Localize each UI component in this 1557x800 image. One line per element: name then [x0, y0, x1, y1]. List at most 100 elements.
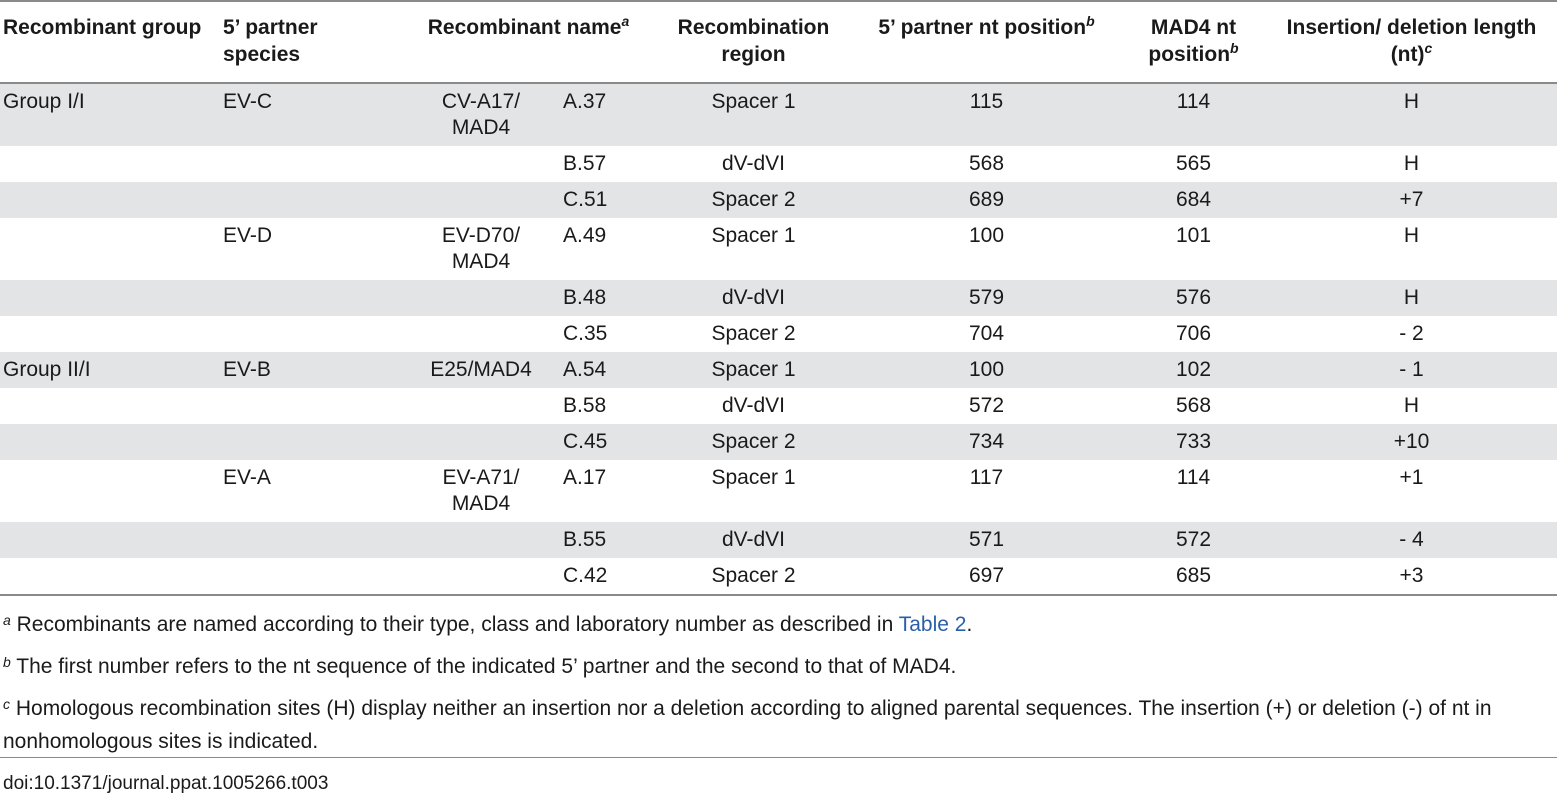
cell-indel-length: +10 — [1393, 430, 1430, 453]
cell-species — [220, 146, 405, 182]
header-region: Recombination region — [677, 16, 830, 66]
cell-region: Spacer 1 — [711, 466, 796, 489]
cell-clone: B.48 — [563, 286, 607, 309]
cell-5prime-position: 579 — [968, 286, 1005, 309]
cell-mad4-position: 706 — [1175, 322, 1212, 345]
cell-5prime-position: 100 — [968, 358, 1005, 381]
cell-recombinant-name — [405, 146, 560, 182]
table-row: B.58 dV-dVI 572 568 H — [0, 388, 1557, 424]
cell-species: EV-C — [223, 90, 273, 113]
cell-clone: C.35 — [563, 322, 608, 345]
footnotes: a Recombinants are named according to th… — [0, 608, 1557, 767]
header-mad4-position: MAD4 nt positionb — [1148, 16, 1239, 66]
cell-mad4-position: 733 — [1175, 430, 1212, 453]
cell-5prime-position: 117 — [969, 466, 1004, 489]
cell-recombinant-name: EV-A71/MAD4 — [442, 466, 520, 515]
cell-group: Group I/I — [3, 90, 85, 113]
cell-mad4-position: 572 — [1175, 528, 1212, 551]
cell-recombinant-name — [405, 182, 560, 218]
table-row: B.55 dV-dVI 571 572 - 4 — [0, 522, 1557, 558]
table-2-link[interactable]: Table 2 — [898, 613, 967, 636]
cell-group — [0, 424, 220, 460]
cell-group — [0, 316, 220, 352]
header-row: Recombinant group 5’ partner species Rec… — [0, 1, 1557, 83]
cell-mad4-position: 114 — [1176, 90, 1211, 113]
cell-region: dV-dVI — [721, 394, 786, 417]
cell-indel-length: - 2 — [1399, 322, 1424, 345]
cell-5prime-position: 572 — [968, 394, 1005, 417]
cell-region: Spacer 1 — [711, 358, 796, 381]
cell-recombinant-name: CV-A17/MAD4 — [441, 90, 521, 139]
table-row: Group II/I EV-B E25/MAD4 A.54 Spacer 1 100 102… — [0, 352, 1557, 388]
cell-mad4-position: 565 — [1175, 152, 1212, 175]
cell-5prime-position: 697 — [968, 564, 1005, 587]
cell-mad4-position: 684 — [1175, 188, 1212, 211]
cell-region: dV-dVI — [721, 152, 786, 175]
cell-indel-length: H — [1403, 90, 1420, 113]
table-row: C.45 Spacer 2 734 733 +10 — [0, 424, 1557, 460]
cell-group — [0, 146, 220, 182]
footnote-b: b The first number refers to the nt sequ… — [3, 654, 957, 678]
cell-region: Spacer 1 — [711, 90, 796, 113]
cell-group — [0, 218, 220, 280]
cell-clone: C.45 — [563, 430, 608, 453]
cell-species — [220, 522, 405, 558]
table-row: Group I/I EV-C CV-A17/MAD4 A.37 Spacer 1 115 1… — [0, 83, 1557, 146]
cell-species — [220, 558, 405, 595]
cell-clone: C.42 — [563, 564, 608, 587]
table-row: C.51 Spacer 2 689 684 +7 — [0, 182, 1557, 218]
table-row: C.35 Spacer 2 704 706 - 2 — [0, 316, 1557, 352]
cell-group — [0, 182, 220, 218]
cell-recombinant-name: EV-D70/MAD4 — [441, 224, 521, 273]
cell-region: Spacer 2 — [711, 430, 796, 453]
cell-5prime-position: 115 — [969, 90, 1004, 113]
cell-group — [0, 460, 220, 522]
header-group: Recombinant group — [3, 16, 202, 39]
header-5prime-position: 5’ partner nt positionb — [878, 13, 1095, 39]
cell-5prime-position: 734 — [968, 430, 1005, 453]
cell-species: EV-A — [223, 466, 271, 489]
cell-indel-length: - 4 — [1399, 528, 1424, 551]
table-row: C.42 Spacer 2 697 685 +3 — [0, 558, 1557, 595]
cell-5prime-position: 100 — [968, 224, 1005, 247]
cell-species — [220, 182, 405, 218]
table-row: B.48 dV-dVI 579 576 H — [0, 280, 1557, 316]
cell-5prime-position: 568 — [968, 152, 1005, 175]
bottom-divider — [0, 757, 1557, 758]
cell-recombinant-name — [405, 316, 560, 352]
header-indel-length: Insertion/ deletion length (nt)c — [1286, 16, 1537, 66]
cell-recombinant-name — [405, 522, 560, 558]
cell-recombinant-name: E25/MAD4 — [430, 358, 532, 381]
cell-region: Spacer 2 — [711, 322, 796, 345]
cell-5prime-position: 704 — [968, 322, 1005, 345]
cell-5prime-position: 571 — [968, 528, 1005, 551]
footnote-c: c Homologous recombination sites (H) dis… — [3, 696, 1492, 753]
footnote-a: a Recombinants are named according to th… — [3, 612, 973, 636]
cell-region: dV-dVI — [721, 528, 786, 551]
cell-group: Group II/I — [3, 358, 91, 381]
cell-clone: A.54 — [563, 358, 607, 381]
table-row: EV-A EV-A71/MAD4 A.17 Spacer 1 117 114 +1 — [0, 460, 1557, 522]
doi-label: doi:10.1371/journal.ppat.1005266.t003 — [3, 773, 329, 794]
cell-species: EV-D — [223, 224, 273, 247]
cell-recombinant-name — [405, 424, 560, 460]
cell-clone: B.55 — [563, 528, 607, 551]
cell-recombinant-name — [405, 388, 560, 424]
cell-5prime-position: 689 — [968, 188, 1005, 211]
cell-indel-length: H — [1403, 394, 1420, 417]
cell-group — [0, 522, 220, 558]
cell-indel-length: H — [1403, 286, 1420, 309]
cell-mad4-position: 576 — [1175, 286, 1212, 309]
cell-group — [0, 558, 220, 595]
cell-species — [220, 280, 405, 316]
cell-group — [0, 388, 220, 424]
cell-indel-length: +7 — [1399, 188, 1424, 211]
cell-indel-length: +1 — [1399, 466, 1424, 489]
cell-mad4-position: 114 — [1176, 466, 1211, 489]
cell-clone: B.58 — [563, 394, 607, 417]
cell-species: EV-B — [223, 358, 271, 381]
cell-indel-length: H — [1403, 152, 1420, 175]
cell-indel-length: - 1 — [1399, 358, 1424, 381]
cell-mad4-position: 685 — [1175, 564, 1212, 587]
cell-clone: A.17 — [563, 466, 607, 489]
